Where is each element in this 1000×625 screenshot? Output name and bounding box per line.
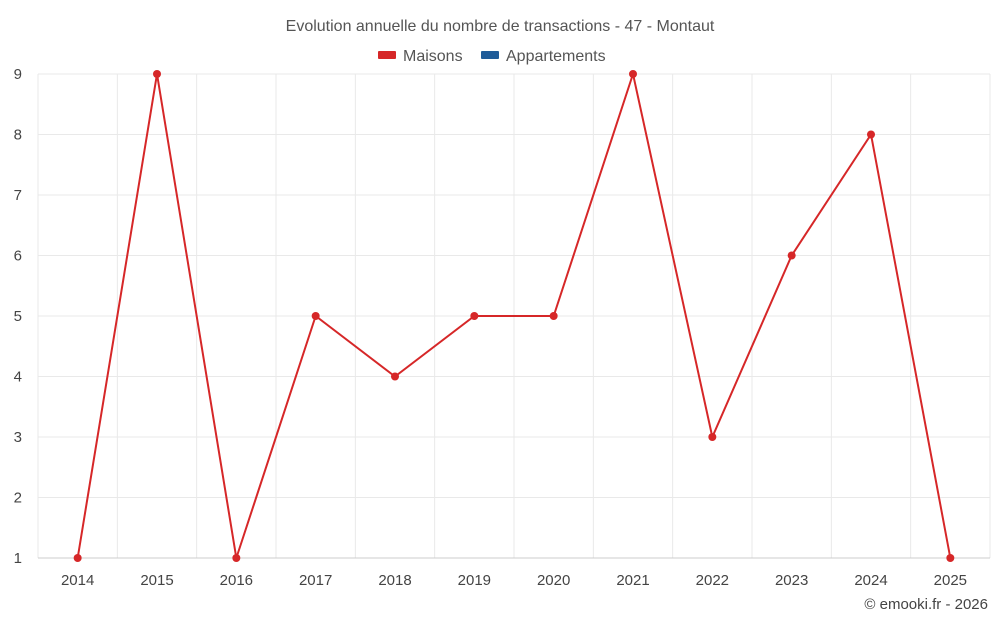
x-tick-label: 2024 (854, 572, 887, 589)
y-tick-label: 6 (14, 248, 22, 265)
y-tick-label: 8 (14, 127, 22, 144)
data-point[interactable] (549, 312, 558, 320)
y-tick-label: 1 (14, 550, 22, 567)
x-tick-label: 2022 (696, 572, 729, 589)
x-tick-label: 2018 (378, 572, 411, 589)
legend-item-maisons[interactable]: Maisons (378, 48, 463, 65)
legend-label-appartements: Appartements (506, 48, 606, 65)
legend-swatch-maisons (378, 51, 396, 59)
data-point[interactable] (946, 554, 955, 562)
x-tick-label: 2025 (934, 572, 967, 589)
y-tick-label: 9 (14, 66, 22, 83)
data-point[interactable] (629, 70, 637, 78)
credit-text: © emooki.fr - 2026 (864, 596, 988, 613)
x-tick-label: 2015 (140, 572, 173, 589)
data-point[interactable] (708, 433, 717, 441)
x-tick-label: 2021 (616, 572, 649, 589)
grid (37, 73, 991, 559)
data-point[interactable] (73, 554, 82, 562)
axes: 1 2 3 4 5 6 7 8 9 2014 2015 2016 2017 2018 2019 2020 202… (14, 66, 990, 589)
x-tick-label: 2023 (775, 572, 808, 589)
data-point[interactable] (153, 70, 161, 78)
y-tick-label: 4 (14, 369, 22, 386)
y-tick-label: 7 (14, 187, 22, 204)
data-point[interactable] (867, 130, 875, 139)
legend-label-maisons: Maisons (403, 48, 463, 65)
y-tick-label: 2 (14, 490, 22, 507)
x-tick-label: 2016 (220, 572, 253, 589)
series-line-maisons (76, 70, 952, 559)
data-point[interactable] (470, 312, 479, 320)
data-point[interactable] (232, 554, 241, 562)
data-point[interactable] (391, 372, 399, 381)
data-point[interactable] (311, 312, 320, 320)
x-tick-label: 2020 (537, 572, 570, 589)
y-tick-label: 3 (14, 429, 22, 446)
series (73, 70, 955, 562)
legend-swatch-appartements (481, 51, 499, 59)
x-tick-label: 2019 (458, 572, 491, 589)
x-tick-label: 2017 (299, 572, 332, 589)
y-tick-label: 5 (14, 308, 22, 325)
data-point[interactable] (787, 251, 796, 260)
legend: Maisons Appartements (378, 48, 606, 65)
x-tick-label: 2014 (61, 572, 94, 589)
legend-item-appartements[interactable]: Appartements (481, 48, 606, 65)
chart-title: Evolution annuelle du nombre de transact… (286, 18, 715, 35)
